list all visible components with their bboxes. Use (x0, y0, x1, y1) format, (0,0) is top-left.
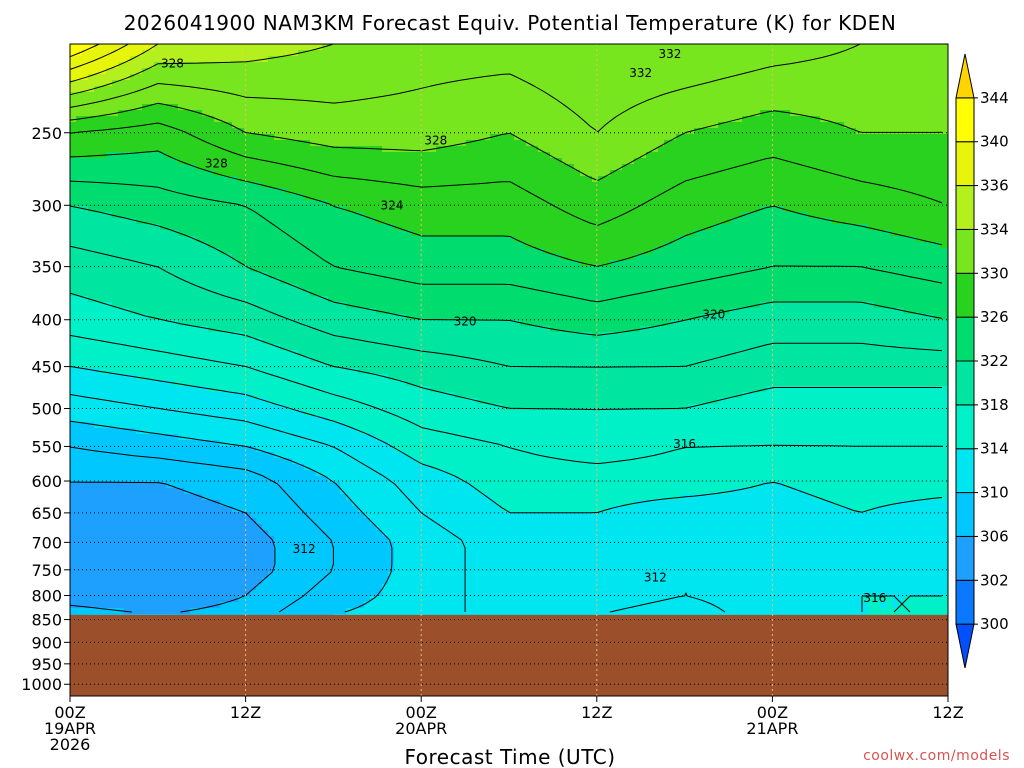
credit-text: coolwx.com/models (863, 748, 1010, 764)
contour-label: 328 (205, 156, 228, 170)
contour-338 (69, 43, 129, 70)
x-tick-label: 19APR (44, 719, 96, 738)
colorbar-band (955, 360, 975, 406)
x-tick-label: 12Z (230, 703, 261, 722)
colorbar-band (955, 579, 975, 625)
ground-below-surface (70, 614, 948, 696)
contour-label: 332 (659, 47, 682, 61)
contour-label: 332 (629, 66, 652, 80)
theta-e-shading (70, 44, 948, 616)
contour-312 (69, 394, 726, 613)
colorbar-label: 334 (980, 220, 1009, 238)
colorbar-label: 326 (980, 308, 1009, 326)
y-tick-label: 600 (31, 472, 62, 491)
colorbar-label: 322 (980, 352, 1009, 370)
colorbar-band (955, 492, 975, 537)
contour-310 (69, 420, 393, 613)
x-tick-label: 12Z (581, 703, 612, 722)
colorbar-band (955, 53, 975, 99)
colorbar-band (955, 316, 975, 362)
contour-label: 328 (424, 134, 447, 148)
x-tick-label: 00Z (757, 703, 788, 722)
x-tick-label: 00Z (406, 703, 437, 722)
colorbar-band (955, 404, 975, 450)
contour-label: 312 (293, 542, 316, 556)
y-tick-label: 650 (31, 504, 62, 523)
contour-label: 312 (644, 571, 667, 585)
y-tick-label: 300 (31, 196, 62, 215)
contour-label: 316 (863, 591, 886, 605)
colorbar-label: 330 (980, 264, 1009, 282)
plot-frame (69, 43, 949, 697)
colorbar-label: 302 (980, 571, 1009, 589)
contour-label: 328 (161, 56, 184, 70)
colorbar-label: 340 (980, 133, 1009, 151)
contour-332 (69, 43, 861, 133)
colorbar-label: 318 (980, 396, 1009, 414)
contour-labels: 332 328 328 332 328 324 320 320 316 312 312 316 (161, 47, 886, 605)
colorbar-label: 300 (980, 615, 1009, 633)
y-tick-label: 400 (31, 311, 62, 330)
y-tick-label: 950 (31, 655, 62, 674)
x-tick-label: 20APR (395, 719, 447, 738)
y-tick-label: 750 (31, 561, 62, 580)
y-tick-label: 450 (31, 358, 62, 377)
y-tick-label: 1000 (21, 675, 62, 694)
contour-340 (69, 43, 100, 58)
y-tick-label: 700 (31, 533, 62, 552)
contour-label: 316 (673, 437, 696, 451)
contour-328 (69, 122, 943, 226)
y-tick-label: 250 (31, 124, 62, 143)
colorbar-band (955, 185, 975, 230)
contour-324 (69, 180, 943, 303)
colorbar-band (955, 448, 975, 494)
x-tick-label: 00Z (54, 703, 85, 722)
contour-322 (69, 205, 943, 336)
y-tick-label: 500 (31, 400, 62, 419)
contour-label: 320 (454, 315, 477, 329)
y-tick-label: 350 (31, 258, 62, 277)
colorbar-band (955, 272, 975, 318)
colorbar-band (955, 623, 975, 669)
colorbar-label: 310 (980, 484, 1009, 502)
x-tick-label: 12Z (932, 703, 963, 722)
y-tick-label: 850 (31, 611, 62, 630)
colorbar-label: 306 (980, 527, 1009, 545)
y-tick-label: 550 (31, 437, 62, 456)
colorbar-label: 344 (980, 89, 1009, 107)
contour-label: 324 (380, 198, 403, 212)
contour-308 (69, 446, 334, 613)
contour-336 (69, 43, 159, 83)
chart-title: 2026041900 NAM3KM Forecast Equiv. Potent… (124, 11, 897, 35)
plot-area: 332 328 328 332 328 324 320 320 316 312 312 316 (69, 43, 949, 697)
y-tick-label: 900 (31, 633, 62, 652)
colorbar-band (955, 141, 975, 187)
colorbar-label: 336 (980, 177, 1009, 195)
colorbar-band (955, 228, 975, 274)
colorbar: 300 302 306 310 314 318 322 326 330 334 336 340 344 (955, 53, 1009, 669)
x-tick-label: 2026 (50, 735, 91, 754)
x-tick-label: 21APR (746, 719, 798, 738)
colorbar-band (955, 97, 975, 143)
colorbar-band (955, 535, 975, 581)
y-axis: 250 300 350 400 450 500 550 600 650 700 750 800 850 9… (21, 124, 70, 694)
contour-lines (69, 43, 943, 613)
contour-label: 320 (702, 308, 725, 322)
x-axis-label: Forecast Time (UTC) (404, 745, 615, 768)
y-tick-label: 800 (31, 586, 62, 605)
colorbar-label: 314 (980, 440, 1009, 458)
contour-326 (69, 150, 943, 267)
